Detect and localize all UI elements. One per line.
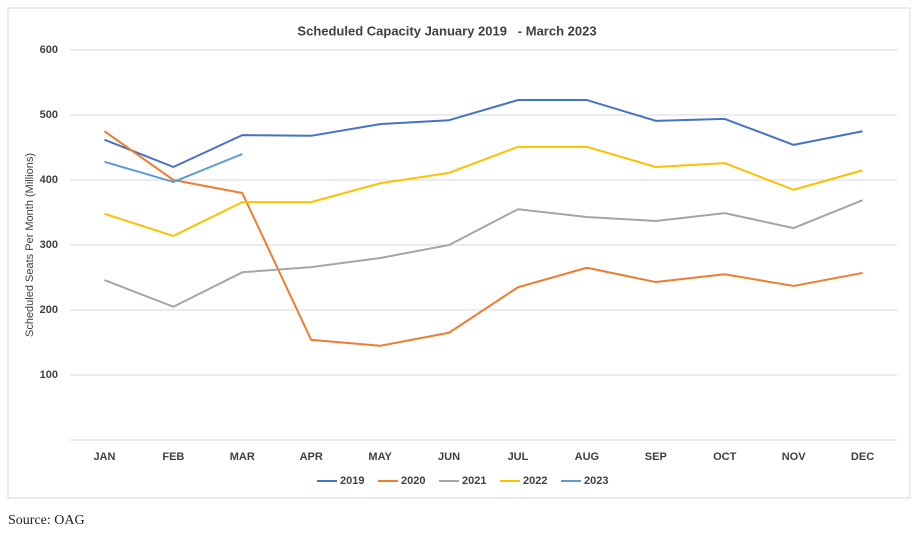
x-tick-label: APR — [300, 451, 323, 463]
legend-label: 2023 — [584, 475, 608, 487]
legend-label: 2019 — [340, 475, 364, 487]
x-tick-label: FEB — [162, 451, 184, 463]
y-tick-label: 200 — [40, 304, 58, 316]
x-tick-label: DEC — [851, 451, 874, 463]
y-tick-label: 400 — [40, 174, 58, 186]
series-line — [103, 130, 863, 347]
chart-border — [7, 7, 911, 499]
series-line — [104, 145, 863, 237]
x-tick-label: SEP — [645, 451, 667, 463]
x-tick-label: JAN — [93, 451, 115, 463]
x-tick-label: JUL — [508, 451, 529, 463]
series-line — [104, 99, 863, 168]
x-tick-label: OCT — [713, 451, 737, 463]
series-line — [104, 199, 863, 308]
source-note: Source: OAG — [8, 513, 85, 528]
legend-label: 2022 — [523, 475, 547, 487]
series-line — [104, 153, 243, 183]
x-tick-label: AUG — [575, 451, 599, 463]
x-tick-label: MAY — [368, 451, 392, 463]
y-tick-label: 100 — [40, 369, 58, 381]
y-tick-label: 600 — [40, 44, 58, 56]
chart-title: Scheduled Capacity January 2019 - March … — [297, 23, 596, 38]
y-axis-label: Scheduled Seats Per Month (Millions) — [24, 153, 36, 337]
x-tick-label: NOV — [782, 451, 807, 463]
y-tick-label: 300 — [40, 239, 58, 251]
x-tick-label: JUN — [438, 451, 460, 463]
legend-label: 2020 — [401, 475, 425, 487]
y-tick-label: 500 — [40, 109, 58, 121]
x-tick-label: MAR — [230, 451, 255, 463]
legend-label: 2021 — [462, 475, 486, 487]
